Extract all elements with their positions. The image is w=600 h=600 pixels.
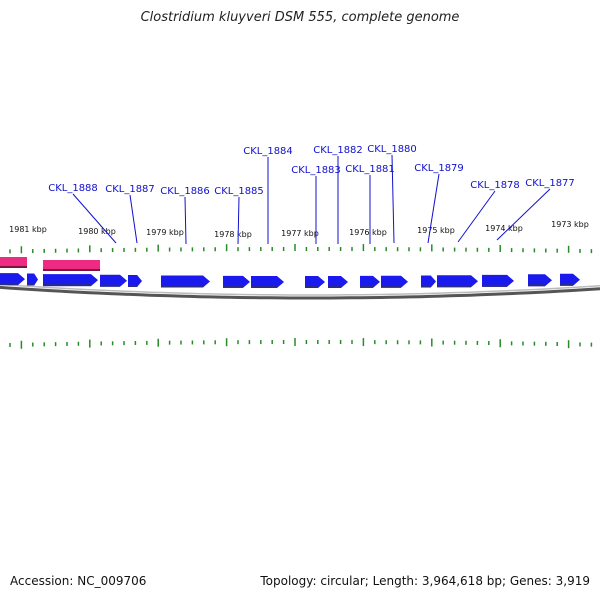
- summary-text: Topology: circular; Length: 3,964,618 bp…: [260, 574, 590, 588]
- gene-arrow-icon: [27, 273, 38, 286]
- gene-arrow-icon: [161, 275, 210, 288]
- gene-arrow-icon: [421, 275, 436, 288]
- rna-block-icon: [0, 257, 27, 268]
- gene-label[interactable]: CKL_1885: [214, 186, 264, 197]
- gene-arrow-icon: [328, 275, 348, 288]
- gene-label[interactable]: CKL_1877: [525, 178, 575, 189]
- gene-arrow-shadow: [305, 285, 318, 288]
- rna-block-shadow: [43, 269, 100, 271]
- gene-label[interactable]: CKL_1886: [160, 186, 210, 197]
- kbp-label: 1979 kbp: [146, 228, 184, 237]
- gene-label[interactable]: CKL_1881: [345, 164, 395, 175]
- gene-arrow-shadow: [27, 283, 35, 286]
- kbp-label: 1977 kbp: [281, 229, 319, 238]
- accession-text: Accession: NC_009706: [10, 574, 147, 588]
- gene-arrow-icon: [381, 275, 408, 288]
- gene-label[interactable]: CKL_1878: [470, 180, 520, 191]
- gene-arrow-icon: [223, 275, 250, 288]
- gene-arrow-shadow: [381, 285, 401, 288]
- gene-arrow-shadow: [161, 285, 203, 288]
- gene-label[interactable]: CKL_1879: [414, 163, 464, 174]
- tick-marks: [9, 244, 593, 349]
- gene-arrow-shadow: [360, 285, 373, 288]
- gene-label-leader: [391, 154, 395, 244]
- kbp-label: 1980 kbp: [78, 227, 116, 236]
- kbp-label: 1973 kbp: [551, 220, 589, 229]
- gene-label[interactable]: CKL_1882: [313, 145, 363, 156]
- backbone-highlight: [0, 283, 600, 296]
- gene-arrow-shadow: [0, 283, 18, 286]
- gene-arrow-icon: [528, 274, 552, 287]
- kbp-label: 1975 kbp: [417, 226, 455, 235]
- gene-label[interactable]: CKL_1883: [291, 165, 341, 176]
- gene-arrow-shadow: [100, 284, 120, 287]
- gene-labels: CKL_1888 CKL_1887 CKL_1886 CKL_1885 CKL_1884…: [48, 144, 575, 245]
- protein-genes: [0, 273, 580, 288]
- gene-label-leader: [72, 193, 117, 244]
- gene-arrow-icon: [0, 273, 25, 286]
- gene-label-leader: [237, 196, 240, 245]
- gene-arrow-icon: [128, 274, 142, 287]
- gene-label-leader: [184, 196, 187, 245]
- gene-label-leader: [427, 173, 440, 244]
- rna-genes: [0, 257, 100, 271]
- gene-arrow-icon: [43, 274, 98, 287]
- gene-arrow-icon: [100, 274, 127, 287]
- gene-label-leader: [129, 194, 138, 244]
- gene-arrow-shadow: [43, 284, 91, 287]
- gene-arrow-icon: [305, 275, 325, 288]
- kbp-labels: 1981 kbp 1980 kbp 1979 kbp 1978 kbp 1977 kbp…: [9, 220, 589, 239]
- gene-arrow-shadow: [421, 285, 431, 288]
- gene-arrow-icon: [560, 273, 580, 286]
- kbp-label: 1974 kbp: [485, 224, 523, 233]
- kbp-label: 1981 kbp: [9, 225, 47, 234]
- gene-arrow-shadow: [128, 284, 138, 287]
- rna-block-shadow: [0, 266, 27, 268]
- gene-arrow-shadow: [251, 285, 277, 288]
- gene-label-leader: [457, 190, 496, 243]
- rna-block-icon: [43, 260, 100, 271]
- gene-arrow-shadow: [560, 283, 573, 286]
- gene-label[interactable]: CKL_1880: [367, 144, 417, 155]
- gene-arrow-shadow: [528, 284, 545, 287]
- gene-label[interactable]: CKL_1888: [48, 183, 98, 194]
- gene-arrow-shadow: [328, 285, 341, 288]
- backbone: [0, 283, 600, 300]
- gene-label[interactable]: CKL_1884: [243, 146, 293, 157]
- gene-arrow-shadow: [482, 284, 507, 287]
- gene-label[interactable]: CKL_1887: [105, 184, 155, 195]
- gene-label-leader: [496, 188, 551, 241]
- page-title: Clostridium kluyveri DSM 555, complete g…: [140, 10, 460, 25]
- kbp-label: 1976 kbp: [349, 228, 387, 237]
- gene-arrow-icon: [251, 275, 284, 288]
- gene-arrow-icon: [482, 274, 514, 287]
- gene-arrow-shadow: [223, 285, 243, 288]
- gene-arrow-shadow: [437, 285, 471, 288]
- backbone-line: [0, 285, 600, 300]
- gene-arrow-icon: [437, 275, 478, 288]
- gene-arrow-icon: [360, 275, 380, 288]
- kbp-label: 1978 kbp: [214, 230, 252, 239]
